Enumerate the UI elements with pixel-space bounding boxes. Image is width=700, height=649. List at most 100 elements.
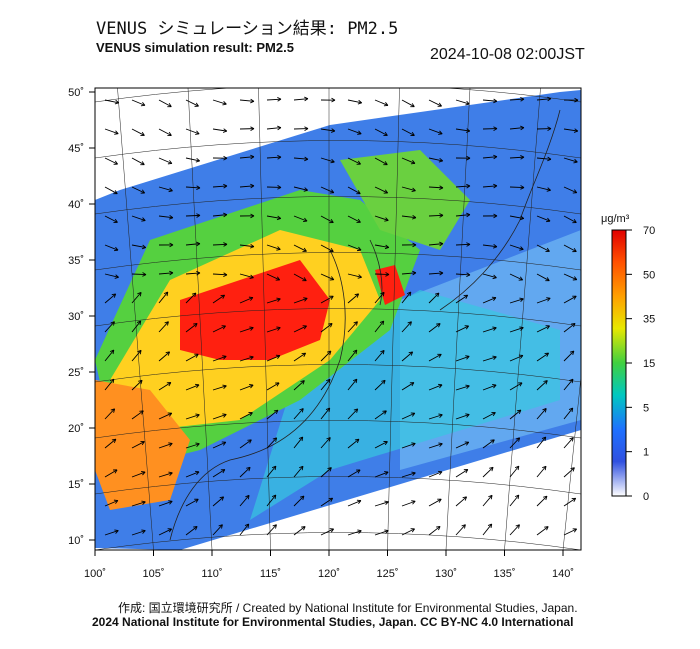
wind-arrow bbox=[536, 96, 552, 102]
wind-arrow bbox=[428, 383, 443, 391]
wind-arrow bbox=[536, 186, 551, 192]
wind-arrow bbox=[374, 244, 390, 250]
wind-arrow bbox=[455, 524, 466, 536]
wind-arrow bbox=[293, 526, 306, 536]
wind-arrow bbox=[185, 270, 201, 276]
longitude-line bbox=[117, 88, 154, 550]
latitude-line bbox=[95, 476, 581, 495]
wind-arrow bbox=[212, 128, 228, 133]
wind-arrow bbox=[401, 442, 416, 449]
wind-arrow bbox=[320, 186, 335, 194]
wind-arrow bbox=[293, 495, 305, 507]
wind-arrow bbox=[347, 244, 362, 252]
wind-arrow bbox=[455, 272, 471, 278]
wind-arrow bbox=[185, 157, 200, 163]
wind-arrow bbox=[104, 215, 118, 223]
wind-arrow bbox=[320, 467, 332, 478]
wind-arrow bbox=[266, 154, 282, 160]
wind-arrow bbox=[239, 412, 253, 420]
wind-arrow bbox=[509, 215, 525, 221]
wind-arrow bbox=[293, 380, 305, 391]
wind-arrow bbox=[320, 407, 331, 420]
lat-tick-label: 20˚ bbox=[68, 423, 84, 435]
wind-arrow bbox=[347, 349, 358, 362]
wind-arrow bbox=[293, 244, 307, 252]
lat-tick-label: 50˚ bbox=[68, 87, 84, 99]
wind-arrow bbox=[563, 437, 574, 449]
wind-arrow bbox=[482, 466, 494, 478]
wind-arrow bbox=[428, 498, 442, 507]
lon-tick-label: 115˚ bbox=[260, 568, 281, 580]
wind-arrow bbox=[536, 244, 550, 252]
wind-arrow bbox=[482, 183, 498, 189]
lat-tick-label: 25˚ bbox=[68, 367, 84, 379]
wind-arrow bbox=[347, 321, 358, 333]
longitude-line bbox=[258, 88, 271, 550]
wind-arrow bbox=[401, 291, 412, 304]
wind-arrow bbox=[158, 291, 169, 304]
wind-arrow bbox=[563, 215, 577, 224]
longitude-line bbox=[504, 88, 541, 550]
wind-arrow bbox=[563, 97, 579, 103]
wind-arrow bbox=[455, 99, 470, 106]
wind-arrow bbox=[374, 471, 389, 478]
wind-arrow bbox=[563, 350, 575, 362]
wind-arrow bbox=[212, 524, 223, 536]
wind-arrow bbox=[401, 471, 416, 478]
wind-arrow bbox=[185, 213, 201, 218]
wind-arrow bbox=[563, 378, 574, 391]
wind-arrow bbox=[131, 529, 146, 536]
wind-arrow bbox=[563, 244, 577, 253]
wind-arrow bbox=[509, 273, 524, 281]
wind-arrow bbox=[212, 384, 227, 391]
wind-arrow bbox=[428, 128, 443, 135]
wind-arrow bbox=[212, 212, 228, 218]
wind-arrow bbox=[455, 441, 470, 449]
wind-arrow bbox=[374, 128, 388, 137]
wind-arrow bbox=[482, 523, 493, 536]
wind-arrow bbox=[347, 273, 362, 279]
wind-arrow bbox=[428, 99, 442, 107]
credit-line: 作成: 国立環境研究所 / Created by National Instit… bbox=[118, 601, 578, 615]
wind-arrow bbox=[536, 352, 549, 362]
wind-arrow bbox=[158, 242, 174, 248]
wind-arrow bbox=[401, 214, 417, 220]
wind-arrow bbox=[158, 270, 174, 276]
wind-arrow bbox=[104, 438, 117, 449]
wind-arrow bbox=[131, 186, 146, 194]
wind-arrow bbox=[212, 155, 228, 161]
wind-arrow bbox=[293, 408, 304, 420]
wind-arrow bbox=[239, 98, 255, 104]
wind-arrow bbox=[104, 244, 119, 252]
colorbar-tick-label: 15 bbox=[643, 358, 655, 370]
wind-arrow bbox=[347, 499, 362, 507]
wind-arrow bbox=[320, 244, 334, 253]
wind-arrow bbox=[158, 500, 173, 507]
wind-arrow bbox=[158, 442, 173, 449]
wind-arrow bbox=[239, 273, 254, 280]
wind-arrow bbox=[104, 529, 119, 536]
wind-arrow bbox=[374, 157, 388, 166]
wind-arrow bbox=[347, 186, 361, 195]
wind-arrow bbox=[509, 524, 520, 536]
wind-arrow bbox=[374, 99, 389, 107]
graticule bbox=[95, 88, 581, 550]
wind-arrow bbox=[401, 128, 415, 137]
wind-arrow bbox=[131, 291, 142, 304]
wind-arrow bbox=[104, 469, 118, 478]
wind-arrow bbox=[266, 125, 282, 131]
wind-arrow bbox=[158, 215, 174, 220]
wind-arrow bbox=[212, 413, 227, 420]
wind-arrow bbox=[563, 323, 576, 333]
wind-arrow bbox=[131, 272, 147, 277]
coastline-korea bbox=[369, 239, 383, 306]
wind-arrow bbox=[212, 469, 226, 478]
wind-arrow bbox=[320, 528, 334, 536]
wind-arrow bbox=[374, 500, 389, 507]
latitude-line bbox=[95, 532, 581, 550]
wind-arrow bbox=[509, 97, 525, 102]
wind-arrow bbox=[158, 471, 173, 478]
wind-arrow bbox=[104, 321, 115, 333]
wind-arrow bbox=[185, 128, 200, 135]
wind-arrow bbox=[482, 243, 498, 249]
